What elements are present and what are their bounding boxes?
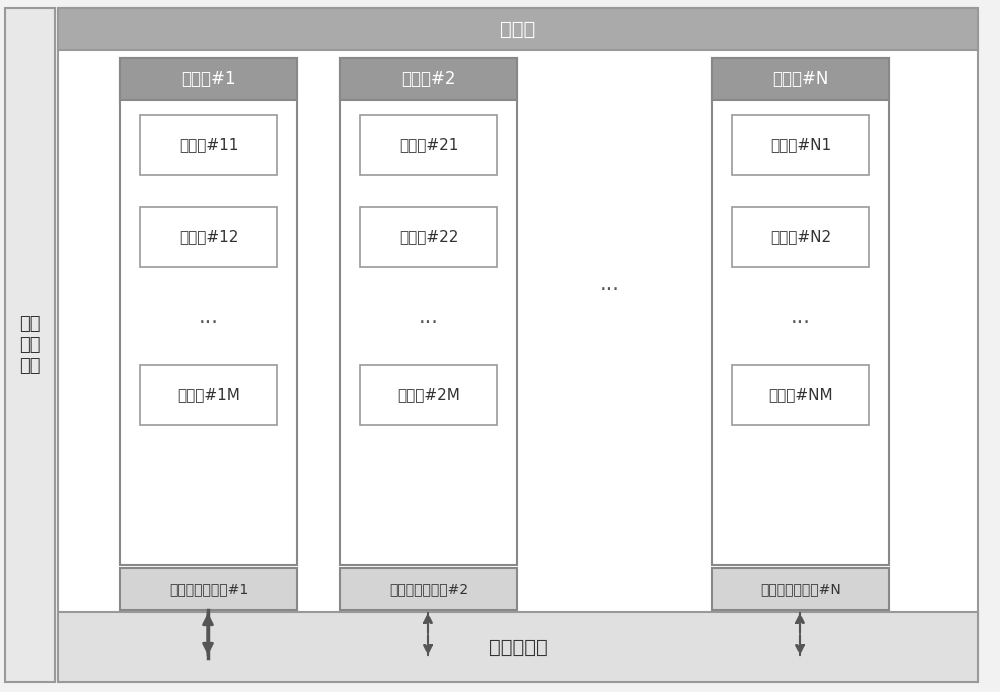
Text: 电池包#2M: 电池包#2M xyxy=(397,388,460,403)
Text: ···: ··· xyxy=(600,280,620,300)
Text: 电池包#12: 电池包#12 xyxy=(179,230,238,244)
Bar xyxy=(712,58,889,100)
Bar xyxy=(120,568,297,610)
Bar xyxy=(732,207,869,267)
Bar xyxy=(712,58,889,565)
Text: 电池簇#2: 电池簇#2 xyxy=(401,70,456,88)
Bar xyxy=(732,365,869,425)
Text: 电池簇#1: 电池簇#1 xyxy=(181,70,236,88)
Bar xyxy=(120,58,297,565)
Text: 电池簇#N: 电池簇#N xyxy=(772,70,829,88)
Bar xyxy=(340,58,517,100)
Text: 电池组: 电池组 xyxy=(500,19,536,39)
Bar xyxy=(360,207,497,267)
Bar xyxy=(340,568,517,610)
Bar xyxy=(732,115,869,175)
Text: 电池包#21: 电池包#21 xyxy=(399,138,458,152)
Bar xyxy=(120,58,297,100)
Bar xyxy=(58,8,978,50)
Bar xyxy=(712,568,889,610)
Bar xyxy=(5,8,55,682)
Text: 能量
管理
系统: 能量 管理 系统 xyxy=(19,315,41,375)
Text: 电池包#11: 电池包#11 xyxy=(179,138,238,152)
Text: 电池包#1M: 电池包#1M xyxy=(177,388,240,403)
Text: 电池包#N2: 电池包#N2 xyxy=(770,230,831,244)
Text: ···: ··· xyxy=(791,313,810,333)
Bar xyxy=(360,115,497,175)
Bar xyxy=(140,365,277,425)
Text: 电池包#22: 电池包#22 xyxy=(399,230,458,244)
Bar xyxy=(58,612,978,682)
Text: 电池簇管理系统#1: 电池簇管理系统#1 xyxy=(169,582,248,596)
Bar xyxy=(340,58,517,565)
Text: 主管理系统: 主管理系统 xyxy=(489,637,547,657)
Bar xyxy=(140,207,277,267)
Text: 电池簇管理系统#2: 电池簇管理系统#2 xyxy=(389,582,468,596)
Text: ···: ··· xyxy=(419,313,438,333)
Text: 电池包#NM: 电池包#NM xyxy=(768,388,833,403)
Bar xyxy=(140,115,277,175)
Text: ···: ··· xyxy=(199,313,218,333)
Bar xyxy=(360,365,497,425)
Text: 电池包#N1: 电池包#N1 xyxy=(770,138,831,152)
Text: 电池簇管理系统#N: 电池簇管理系统#N xyxy=(760,582,841,596)
